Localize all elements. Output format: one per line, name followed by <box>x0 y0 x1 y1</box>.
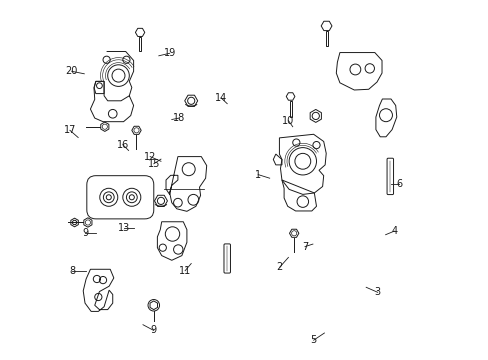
Text: 9: 9 <box>150 325 157 336</box>
Text: 3: 3 <box>374 287 380 297</box>
Text: 19: 19 <box>163 48 175 58</box>
Text: 14: 14 <box>215 93 227 103</box>
Text: 5: 5 <box>310 335 316 345</box>
Text: 13: 13 <box>118 222 130 233</box>
Text: 16: 16 <box>117 140 129 150</box>
Text: 12: 12 <box>143 152 156 162</box>
Text: 9: 9 <box>82 228 88 238</box>
Text: 8: 8 <box>69 266 75 276</box>
Text: 2: 2 <box>276 262 283 272</box>
Text: 10: 10 <box>282 116 294 126</box>
Text: 15: 15 <box>147 159 160 169</box>
Text: 20: 20 <box>65 66 78 76</box>
Text: 6: 6 <box>395 179 402 189</box>
Text: 18: 18 <box>172 113 185 123</box>
Text: 11: 11 <box>179 266 191 276</box>
Text: 7: 7 <box>301 242 307 252</box>
Text: 17: 17 <box>63 125 76 135</box>
Text: 1: 1 <box>255 170 261 180</box>
Text: 4: 4 <box>390 226 397 236</box>
